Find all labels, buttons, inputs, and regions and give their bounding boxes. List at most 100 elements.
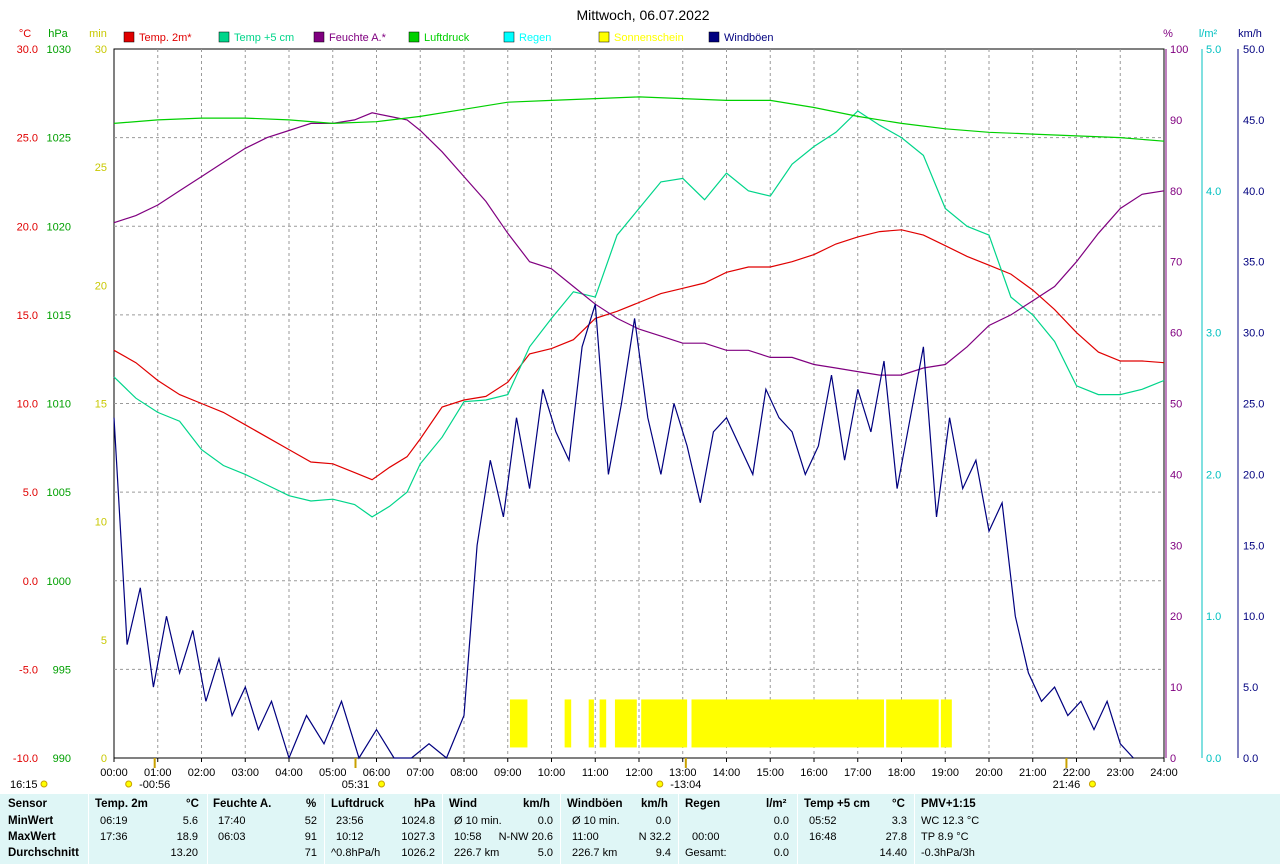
- legend-swatch: [123, 31, 135, 43]
- wind-axis-tick-label: 15.0: [1243, 540, 1264, 552]
- wind-axis-tick-label: 25.0: [1243, 399, 1264, 411]
- legend: Temp. 2m* Temp +5 cm Feuchte A.* Luftdruck R…: [123, 31, 774, 44]
- rain-axis-tick-label: 1.0: [1206, 611, 1221, 623]
- sunshine-bar: [691, 699, 884, 748]
- temp-axis-tick-label: -10.0: [13, 753, 38, 765]
- row-label-max: MaxWert: [8, 831, 56, 843]
- wind-axis-tick-label: 30.0: [1243, 328, 1264, 340]
- temp5-max-value: 27.8: [885, 831, 907, 843]
- x-tick-label: 18:00: [888, 767, 916, 779]
- humidity-axis-tick-label: 0: [1170, 753, 1176, 765]
- regen-total-value: 0.0: [773, 847, 789, 859]
- feuchte-max-value: 91: [304, 831, 317, 843]
- wind-min-value: 0.0: [537, 815, 553, 827]
- series-line: [113, 229, 1165, 481]
- series-line: [113, 304, 1134, 760]
- wind-axis-tick-label: 20.0: [1243, 469, 1264, 481]
- legend-swatch: [218, 31, 230, 43]
- luftdruck-trend: ^0.8hPa/h: [331, 847, 381, 859]
- pressure-axis-tick-label: 1025: [47, 133, 71, 145]
- pressure-axis-tick-label: 1020: [47, 221, 71, 233]
- sunshine-axis-tick-label: 0: [101, 753, 107, 765]
- wind-axis-tick-label: 35.0: [1243, 257, 1264, 269]
- humidity-axis-tick-label: 20: [1170, 611, 1182, 623]
- feuchte-max-time: 06:03: [218, 831, 246, 843]
- legend-label: Regen: [519, 32, 551, 44]
- legend-swatch: [708, 31, 720, 43]
- x-tick-label: 05:00: [319, 767, 347, 779]
- legend-swatch: [503, 31, 515, 43]
- marker-time: 05:31: [342, 779, 370, 791]
- corner-time: 16:15: [10, 779, 38, 791]
- wind-min-label: Ø 10 min.: [454, 815, 502, 827]
- sunshine-bar: [509, 699, 528, 748]
- rain-axis-tick-label: 5.0: [1206, 44, 1221, 56]
- legend-swatch: [408, 31, 420, 43]
- temp2m-max-value: 18.9: [176, 831, 198, 843]
- rain-axis-tick-label: 3.0: [1206, 328, 1221, 340]
- plot-area: [113, 48, 1165, 760]
- header-pmv: PMV+1:15: [921, 798, 976, 810]
- windboen-max-value: N 32.2: [638, 831, 671, 843]
- humidity-axis-tick-label: 40: [1170, 469, 1182, 481]
- sunshine-axis-tick-label: 25: [95, 162, 107, 174]
- sun-icon: [378, 780, 385, 788]
- temp2m-avg-value: 13.20: [170, 847, 198, 859]
- sun-icon: [125, 780, 133, 788]
- header-luftdruck-unit: hPa: [414, 798, 436, 810]
- legend-label: Windböen: [724, 32, 774, 44]
- x-tick-label: 09:00: [494, 767, 522, 779]
- x-tick-label: 17:00: [844, 767, 872, 779]
- x-tick-label: 11:00: [582, 767, 609, 779]
- temp2m-max-time: 17:36: [100, 831, 128, 843]
- header-wind-unit: km/h: [523, 798, 550, 810]
- humidity-axis-tick-label: 70: [1170, 257, 1182, 269]
- x-tick-label: 00:00: [100, 767, 128, 779]
- x-tick-label: 24:00: [1150, 767, 1178, 779]
- header-feuchte: Feuchte A.: [213, 798, 272, 810]
- regen-max-value: 0.0: [773, 831, 789, 843]
- windboen-min-label: Ø 10 min.: [572, 815, 620, 827]
- sunshine-axis-tick-label: 20: [95, 280, 107, 292]
- row-label-min: MinWert: [8, 815, 54, 827]
- wind-distance: 226.7 km: [454, 847, 500, 859]
- pressure-unit: hPa: [48, 28, 68, 40]
- sunshine-axis-tick-label: 30: [95, 44, 107, 56]
- header-regen-unit: l/m²: [766, 798, 787, 810]
- temp5-min-time: 05:52: [809, 815, 837, 827]
- header-feuchte-unit: %: [306, 798, 317, 810]
- sunshine-axis-tick-label: 5: [101, 635, 107, 647]
- series-line: [113, 110, 1165, 518]
- humidity-axis-tick-label: 100: [1170, 44, 1188, 56]
- x-tick-label: 03:00: [231, 767, 259, 779]
- luftdruck-min-value: 1024.8: [401, 815, 435, 827]
- pressure-axis-tick-label: 990: [53, 753, 71, 765]
- pmv-windchill: WC 12.3 °C: [921, 815, 980, 827]
- temp-axis-tick-label: 20.0: [17, 221, 38, 233]
- humidity-axis-tick-label: 50: [1170, 399, 1182, 411]
- series-line: [113, 112, 1165, 376]
- rain-axis-tick-label: 4.0: [1206, 186, 1221, 198]
- header-temp2m-unit: °C: [186, 798, 199, 810]
- sunshine-bar: [564, 699, 572, 748]
- pressure-axis-tick-label: 1010: [47, 399, 71, 411]
- header-windboen-unit: km/h: [641, 798, 668, 810]
- sunshine-axis-tick-label: 15: [95, 399, 107, 411]
- legend-label: Temp. 2m*: [139, 32, 192, 44]
- x-tick-label: 01:00: [144, 767, 172, 779]
- wind-unit: km/h: [1238, 28, 1262, 40]
- temp-axis-tick-label: -5.0: [19, 664, 38, 676]
- sunshine-bar: [641, 699, 688, 748]
- x-tick-label: 08:00: [450, 767, 478, 779]
- x-tick-label: 13:00: [669, 767, 697, 779]
- legend-swatch: [598, 31, 610, 43]
- windboen-distance: 226.7 km: [572, 847, 618, 859]
- luftdruck-min-time: 23:56: [336, 815, 364, 827]
- weather-chart: Mittwoch, 06.07.2022 Temp. 2m* Temp +5 cm…: [10, 7, 1264, 791]
- wind-axis-tick-label: 45.0: [1243, 115, 1264, 127]
- x-tick-label: 15:00: [756, 767, 784, 779]
- header-sensor: Sensor: [8, 798, 47, 810]
- sunshine-bar: [940, 699, 952, 748]
- x-tick-label: 07:00: [406, 767, 434, 779]
- temp5-min-value: 3.3: [891, 815, 907, 827]
